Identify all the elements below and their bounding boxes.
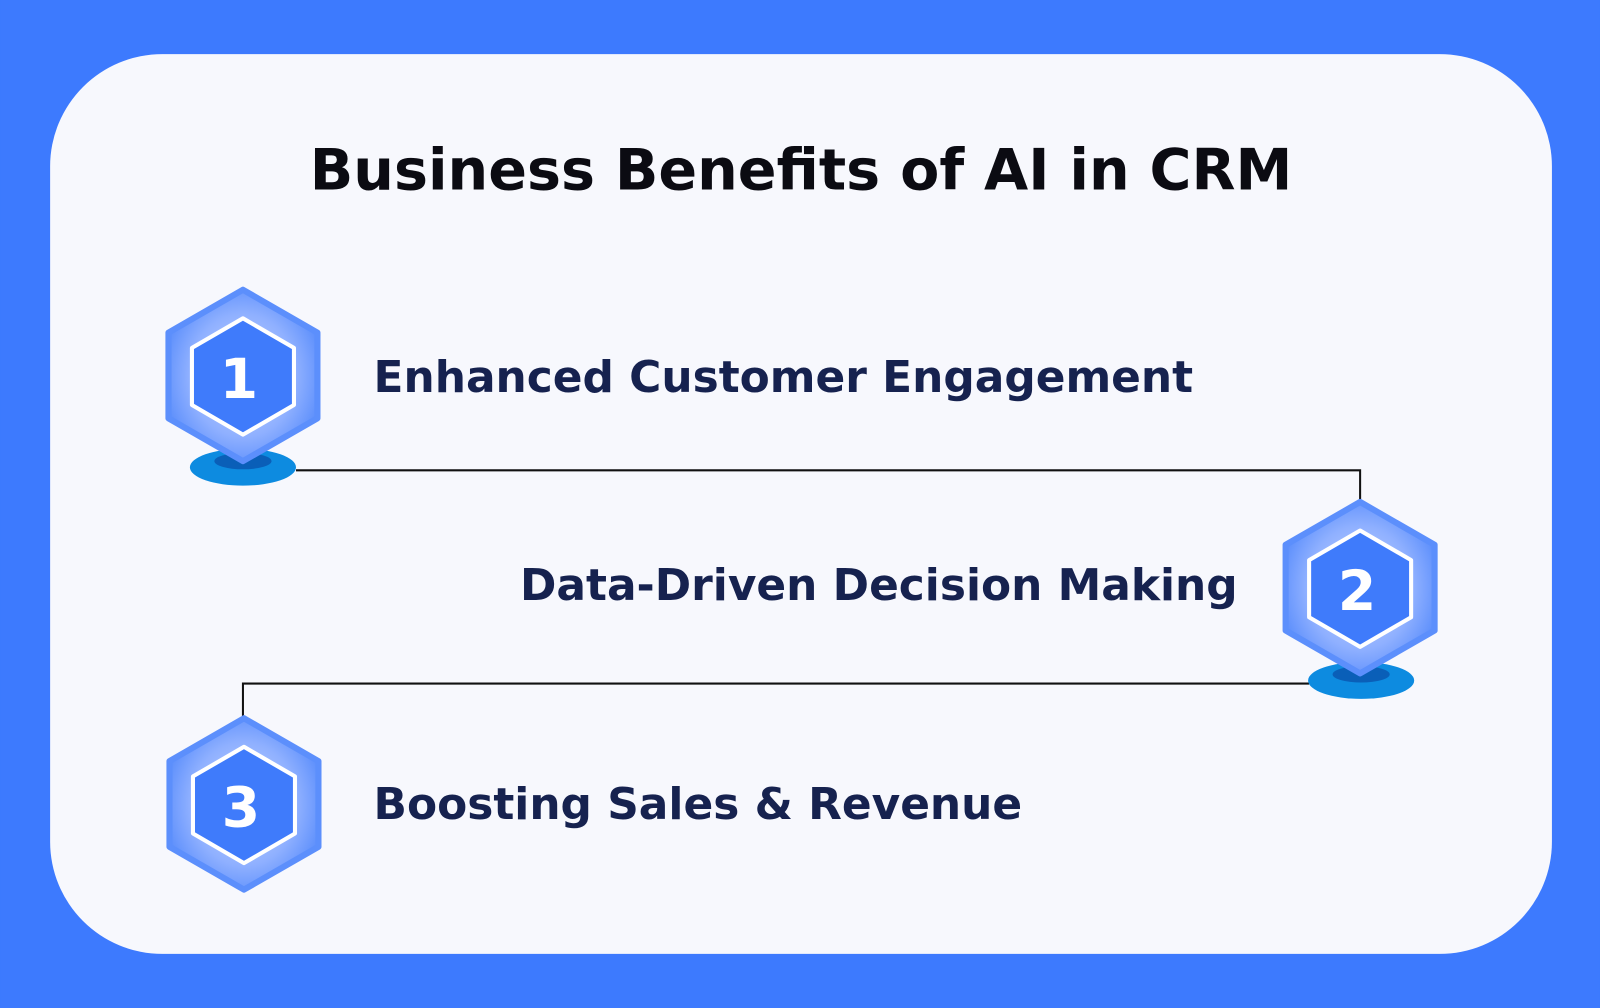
step-label: Data-Driven Decision Making bbox=[520, 560, 1238, 611]
step-label: Enhanced Customer Engagement bbox=[374, 352, 1194, 403]
step-number: 3 bbox=[222, 775, 260, 839]
step-2: 2 Data-Driven Decision Making bbox=[520, 498, 1438, 699]
step-3: 3 Boosting Sales & Revenue bbox=[166, 715, 1023, 893]
connector-2-3 bbox=[241, 682, 1310, 719]
hexagon-icon: 1 bbox=[165, 286, 321, 465]
hexagon-icon: 3 bbox=[166, 715, 322, 893]
card bbox=[50, 54, 1552, 954]
step-number: 1 bbox=[220, 347, 258, 411]
page-title: Business Benefits of AI in CRM bbox=[310, 138, 1293, 204]
step-number: 2 bbox=[1338, 559, 1376, 623]
step-1: 1 Enhanced Customer Engagement bbox=[165, 286, 1194, 486]
step-label: Boosting Sales & Revenue bbox=[374, 779, 1023, 830]
connector-1-2 bbox=[296, 469, 1362, 502]
hexagon-icon: 2 bbox=[1282, 498, 1438, 677]
